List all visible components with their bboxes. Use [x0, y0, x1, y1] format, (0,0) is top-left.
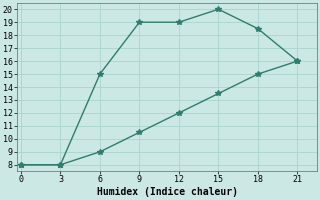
X-axis label: Humidex (Indice chaleur): Humidex (Indice chaleur)	[97, 187, 237, 197]
